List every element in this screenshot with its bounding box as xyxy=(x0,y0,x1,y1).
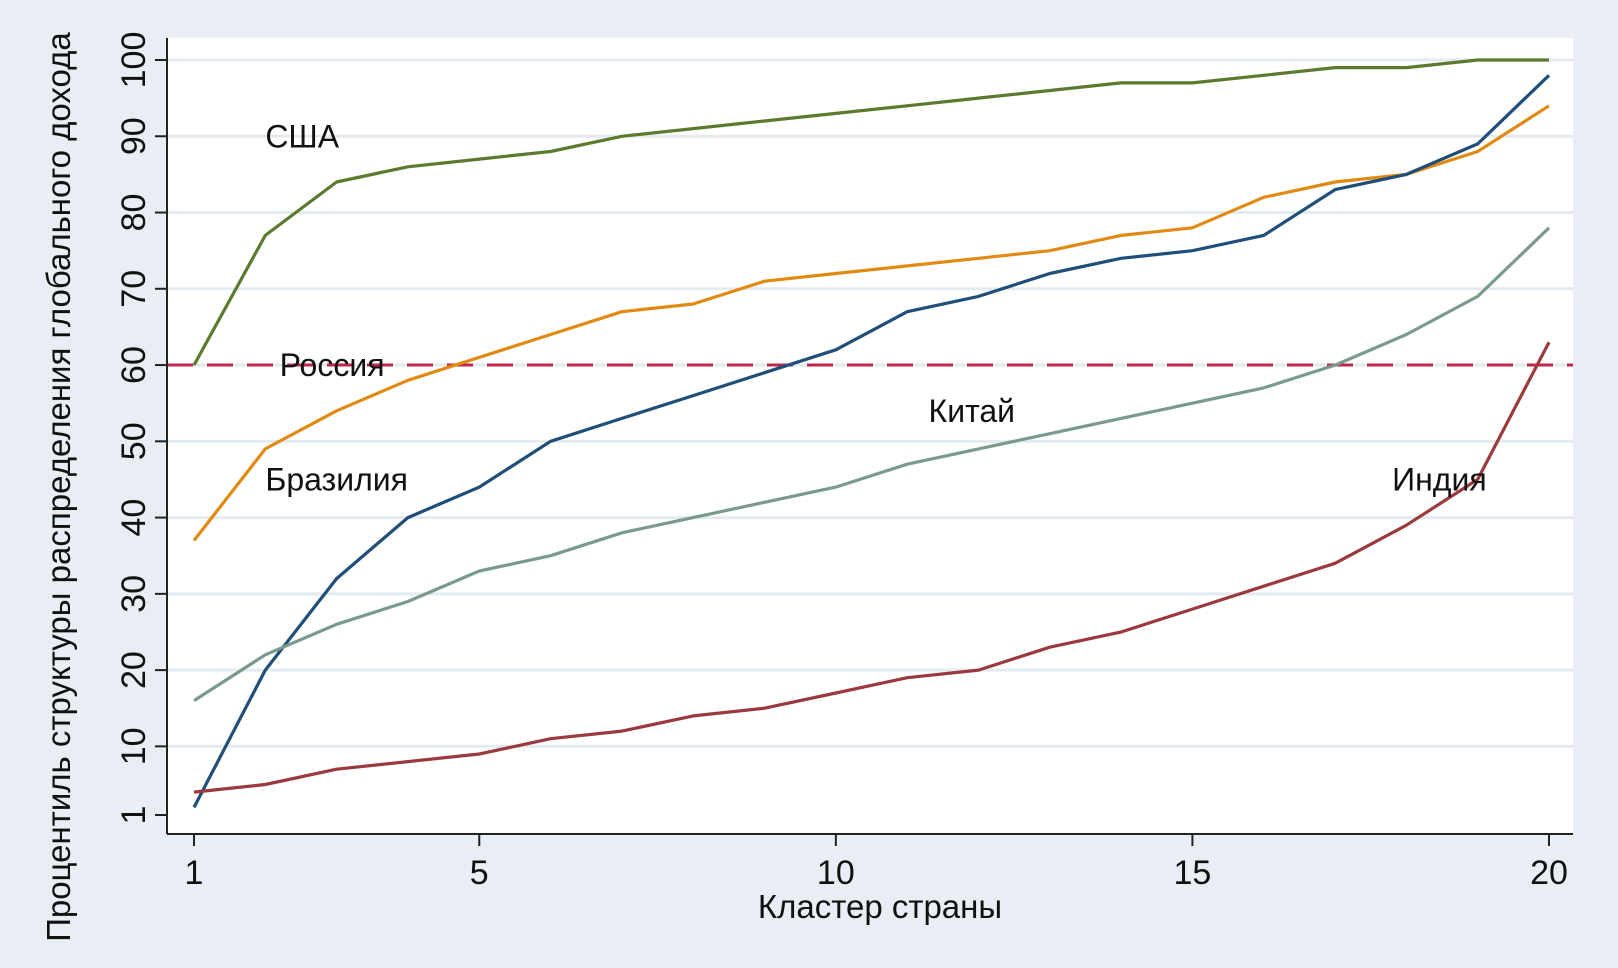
y-axis-title: Процентиль структуры распределения глоба… xyxy=(40,32,77,942)
series-line-4 xyxy=(193,226,1551,702)
y-tick-label-60: 60 xyxy=(115,346,153,384)
x-tick-label-10: 10 xyxy=(817,854,855,892)
series-lines xyxy=(192,58,1551,809)
series-annotation-3: Бразилия xyxy=(265,461,408,497)
y-tick-label-1: 1 xyxy=(115,806,153,825)
series-line-3 xyxy=(192,74,1551,809)
y-tick-label-70: 70 xyxy=(115,270,153,308)
y-tick-label-20: 20 xyxy=(115,651,153,689)
x-tick-label-5: 5 xyxy=(470,854,489,892)
series-annotation-5: Индия xyxy=(1392,461,1487,497)
x-ticks: 1 5 10 15 20 xyxy=(185,834,1568,892)
series-line-1 xyxy=(192,58,1549,366)
series-annotation-4: Китай xyxy=(929,393,1015,429)
series-annotation-2: Россия xyxy=(280,347,385,383)
axes xyxy=(166,38,1573,835)
plot-area xyxy=(167,38,1573,834)
x-tick-label-20: 20 xyxy=(1530,854,1568,892)
x-tick-label-1: 1 xyxy=(185,854,204,892)
y-ticks: 1 10 20 30 40 50 60 70 80 90 100 xyxy=(115,32,167,825)
y-tick-label-40: 40 xyxy=(115,499,153,537)
series-annotation-1: США xyxy=(265,118,339,154)
y-tick-label-80: 80 xyxy=(115,194,153,232)
x-tick-label-15: 15 xyxy=(1174,854,1212,892)
series-line-5 xyxy=(193,341,1551,794)
series-annotations: США Россия Бразилия Китай Индия xyxy=(265,118,1486,497)
y-tick-label-100: 100 xyxy=(115,32,153,89)
series-line-2 xyxy=(192,104,1550,542)
y-tick-label-10: 10 xyxy=(115,727,153,765)
x-axis-title: Кластер страны xyxy=(758,888,1002,925)
y-tick-label-50: 50 xyxy=(115,422,153,460)
y-tick-label-90: 90 xyxy=(115,117,153,155)
y-tick-label-30: 30 xyxy=(115,575,153,613)
